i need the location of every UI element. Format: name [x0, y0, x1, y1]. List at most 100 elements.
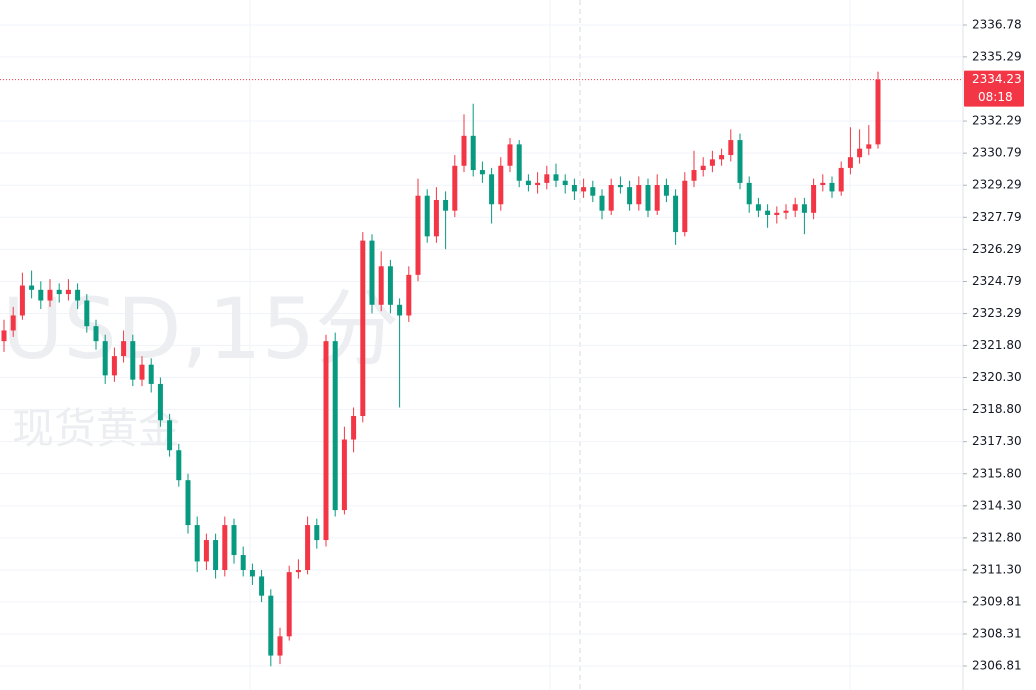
candle-body — [56, 289, 62, 295]
y-tick-label: 2326.29 — [972, 242, 1022, 256]
candle-body — [259, 576, 265, 596]
candle-body — [29, 285, 35, 290]
candle-body — [709, 159, 715, 166]
candle-body — [838, 167, 844, 192]
countdown-label: 08:18 — [978, 90, 1013, 104]
last-price-box — [964, 70, 1024, 107]
candle-body — [783, 210, 789, 213]
candle-body — [249, 570, 255, 577]
candle-body — [829, 182, 835, 192]
candle-body — [755, 204, 761, 211]
candle-body — [387, 266, 393, 305]
candle-body — [765, 210, 771, 215]
candle-body — [525, 180, 531, 186]
candle-body — [820, 182, 826, 186]
candle-body — [461, 135, 467, 166]
candle-body — [222, 525, 228, 571]
candle-body — [203, 540, 209, 562]
y-tick-label: 2318.80 — [972, 402, 1022, 416]
watermark-subtitle: 现货黄金 — [12, 404, 180, 453]
candle-body — [323, 341, 329, 541]
y-tick-label: 2315.80 — [972, 466, 1022, 480]
candle-body — [875, 79, 881, 145]
candle-body — [19, 285, 25, 316]
candle-body — [774, 212, 780, 215]
candle-body — [443, 199, 449, 211]
candle-body — [811, 185, 817, 213]
y-tick-label: 2321.80 — [972, 338, 1022, 352]
candle-body — [167, 420, 173, 451]
candle-body — [305, 525, 311, 571]
candle-body — [645, 185, 651, 211]
y-tick-label: 2324.79 — [972, 274, 1022, 288]
candle-body — [47, 289, 53, 301]
candle-body — [406, 274, 412, 316]
candle-body — [516, 144, 522, 181]
watermark: USD,15分 — [2, 280, 399, 378]
candle-body — [148, 364, 154, 384]
candle-body — [737, 140, 743, 183]
candle-body — [654, 185, 660, 211]
candle-body — [857, 148, 863, 158]
candle-body — [10, 315, 16, 331]
candle-body — [507, 144, 513, 166]
candle-body — [608, 185, 614, 211]
candle-body — [38, 289, 44, 301]
candle-body — [590, 187, 596, 196]
candle-body — [571, 185, 577, 192]
candle-body — [847, 157, 853, 168]
candle-body — [792, 204, 798, 211]
candle-body — [424, 195, 430, 237]
y-tick-label: 2320.30 — [972, 370, 1022, 384]
y-tick-label: 2311.30 — [972, 563, 1022, 577]
candle-body — [314, 525, 320, 541]
candle-body — [479, 170, 485, 175]
candle-body — [360, 240, 366, 417]
candle-body — [295, 570, 301, 573]
candle-body — [627, 187, 633, 205]
candle-body — [553, 174, 559, 181]
candle-body — [700, 165, 706, 171]
candle-body — [682, 180, 688, 233]
candle-body — [213, 540, 219, 571]
y-tick-label: 2330.79 — [972, 146, 1022, 160]
candle-body — [673, 195, 679, 233]
y-tick-label: 2309.81 — [972, 594, 1022, 608]
candle-body — [489, 174, 495, 205]
candle-body — [84, 300, 90, 327]
candle-body — [121, 341, 127, 357]
candle-body — [397, 304, 403, 316]
last-price-label: 2334.23 — [972, 72, 1022, 86]
y-tick-label: 2327.79 — [972, 210, 1022, 224]
candle-body — [93, 326, 99, 342]
y-tick-label: 2308.31 — [972, 626, 1022, 640]
candle-body — [139, 364, 145, 380]
candle-body — [452, 165, 458, 211]
candle-body — [130, 341, 136, 380]
y-tick-label: 2332.29 — [972, 114, 1022, 128]
candle-body — [663, 185, 669, 196]
candle-body — [351, 416, 357, 440]
y-tick-label: 2335.29 — [972, 49, 1022, 63]
candle-body — [728, 140, 734, 156]
candle-body — [535, 182, 541, 186]
candle-body — [470, 135, 476, 171]
y-tick-label: 2336.78 — [972, 18, 1022, 32]
candle-body — [801, 204, 807, 213]
y-tick-label: 2306.81 — [972, 659, 1022, 673]
candle-body — [378, 266, 384, 305]
candle-body — [746, 182, 752, 205]
candle-body — [277, 636, 283, 656]
y-tick-label: 2312.80 — [972, 530, 1022, 544]
candle-body — [185, 480, 191, 526]
candle-body — [636, 185, 642, 205]
candle-body — [111, 356, 117, 376]
candle-body — [240, 555, 246, 571]
y-tick-label: 2329.29 — [972, 178, 1022, 192]
candle-body — [1, 330, 7, 342]
candle-body — [415, 195, 421, 275]
y-tick-label: 2317.30 — [972, 434, 1022, 448]
candle-body — [581, 187, 587, 192]
candle-body — [176, 450, 182, 481]
